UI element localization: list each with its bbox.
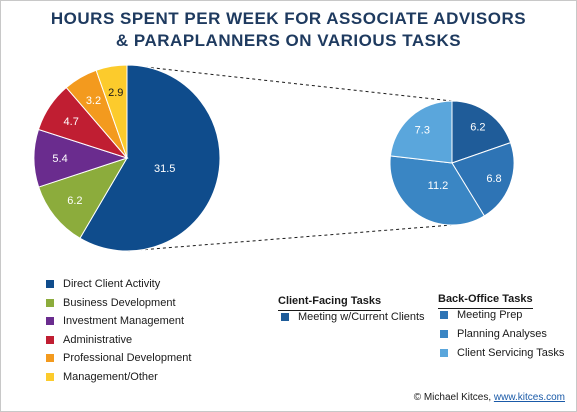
back-legend-item: Meeting Prep: [440, 309, 522, 321]
back-legend-swatch: [440, 330, 448, 338]
back-office-title: Back-Office Tasks: [438, 293, 533, 309]
pie1-label-3: 7.3: [415, 125, 430, 137]
pie0-label-1: 6.2: [67, 195, 82, 207]
legend-label: Professional Development: [63, 352, 192, 364]
pie1-slice-2: [389, 155, 486, 226]
legend-label: Direct Client Activity: [63, 278, 161, 290]
pie0-slice-1: [38, 157, 129, 239]
client-facing-title: Client-Facing Tasks: [278, 295, 382, 311]
connector-line-0: [126, 64, 453, 102]
client-legend-item: Meeting w/Current Clients: [281, 311, 425, 323]
title-line-2: & PARAPLANNERS ON VARIOUS TASKS: [115, 31, 462, 50]
pie0-label-0: 31.5: [154, 163, 175, 175]
back-legend-item: Client Servicing Tasks: [440, 347, 564, 359]
legend-label: Investment Management: [63, 315, 185, 327]
legend-item: Professional Development: [46, 352, 191, 364]
pie1-label-2: 11.2: [428, 180, 449, 192]
connector-lines: [126, 64, 453, 252]
client-legend-label: Meeting w/Current Clients: [298, 311, 425, 323]
chart-title: HOURS SPENT PER WEEK FOR ASSOCIATE ADVIS…: [0, 8, 577, 52]
back-legend-swatch: [440, 311, 448, 319]
back-legend-swatch: [440, 349, 448, 357]
pie0-label-3: 4.7: [64, 116, 79, 128]
back-legend-item: Planning Analyses: [440, 328, 547, 340]
legend-label: Administrative: [63, 333, 133, 346]
pie1-label-1: 6.8: [486, 173, 501, 185]
back-legend-label: Meeting Prep: [457, 309, 523, 321]
pie0-slice-0: [79, 64, 221, 252]
pie0-label-5: 2.9: [108, 87, 123, 99]
legend-swatch: [46, 335, 54, 344]
legend-item: Business Development: [46, 297, 176, 309]
back-legend-label: Planning Analyses: [457, 328, 547, 340]
legend-item: Investment Management: [46, 315, 184, 327]
title-line-1: HOURS SPENT PER WEEK FOR ASSOCIATE ADVIS…: [50, 9, 527, 28]
pie1-slice-1: [451, 142, 515, 217]
legend-item: Management/Other: [46, 371, 158, 383]
connector-line-1: [126, 224, 453, 252]
pie1-slice-3: [389, 100, 453, 164]
legend-item: Administrative: [46, 334, 132, 346]
legend-label: Management/Other: [63, 370, 158, 383]
credit-prefix: © Michael Kitces,: [413, 392, 494, 403]
pie0-label-2: 5.4: [52, 153, 67, 165]
detail-pie: 6.2 6.8 11.2 7.3: [389, 100, 515, 226]
client-legend-swatch: [281, 313, 289, 321]
main-pie: 31.5 6.2 5.4 4.7 3.2 2.9: [33, 64, 221, 252]
legend-item: Direct Client Activity: [46, 278, 160, 290]
credit-link[interactable]: www.kitces.com: [493, 392, 565, 403]
pie0-label-4: 3.2: [86, 95, 101, 107]
credit-line: © Michael Kitces, www.kitces.com: [414, 392, 565, 403]
legend-swatch: [46, 298, 54, 307]
back-legend-label: Client Servicing Tasks: [457, 347, 565, 359]
pie0-slice-5: [95, 64, 128, 159]
legend-swatch: [46, 317, 54, 325]
pie1-label-0: 6.2: [470, 122, 485, 134]
legend-label: Business Development: [63, 296, 176, 309]
legend-swatch: [46, 280, 54, 288]
legend-swatch: [46, 354, 54, 362]
legend-swatch: [46, 372, 54, 381]
